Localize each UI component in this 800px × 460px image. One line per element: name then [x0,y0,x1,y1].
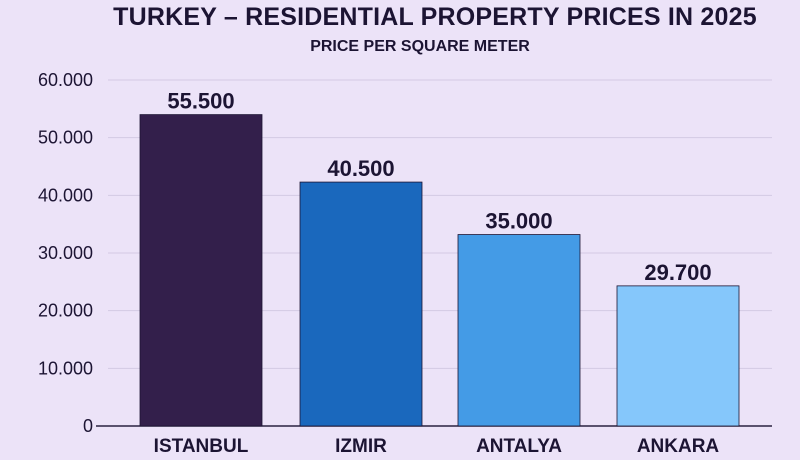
y-tick-label: 60.000 [38,70,93,90]
x-tick-label: IZMIR [335,436,387,457]
x-tick-label: ANKARA [637,436,720,457]
y-tick-label: 0 [83,416,93,436]
chart-subtitle: PRICE PER SQUARE METER [310,38,530,55]
data-label: 35.000 [485,209,552,234]
bar-izmir [299,181,423,427]
bar-antalya [457,234,581,427]
data-label: 40.500 [327,156,394,181]
bar-istanbul [139,114,263,427]
data-label: 55.500 [167,89,234,114]
y-tick-label: 30.000 [38,243,93,263]
y-tick-label: 50.000 [38,128,93,148]
y-tick-label: 20.000 [38,301,93,321]
x-tick-label: ANTALYA [476,436,562,457]
bar-ankara [616,285,740,427]
y-tick-label: 10.000 [38,358,93,378]
chart-title: TURKEY – RESIDENTIAL PROPERTY PRICES IN … [113,3,757,31]
data-label: 29.700 [644,260,711,285]
x-tick-label: ISTANBUL [154,436,249,457]
y-tick-label: 40.000 [38,185,93,205]
